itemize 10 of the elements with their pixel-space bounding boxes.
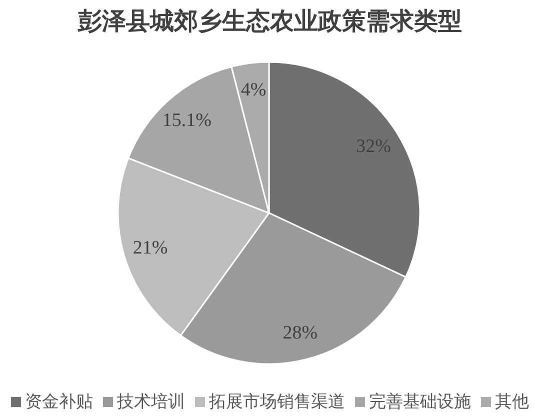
chart-title: 彭泽县城郊乡生态农业政策需求类型	[77, 7, 462, 35]
data-label: 28%	[282, 322, 318, 344]
legend-label: 拓展市场销售渠道	[208, 392, 345, 412]
data-label: 15.1%	[162, 110, 212, 131]
legend-label: 完善基础设施	[369, 392, 471, 412]
data-label: 4%	[240, 80, 266, 101]
legend-label: 技术培训	[116, 392, 185, 412]
legend-label: 资金补贴	[25, 392, 93, 412]
data-label: 21%	[132, 238, 168, 259]
legend-label: 其他	[495, 392, 529, 412]
